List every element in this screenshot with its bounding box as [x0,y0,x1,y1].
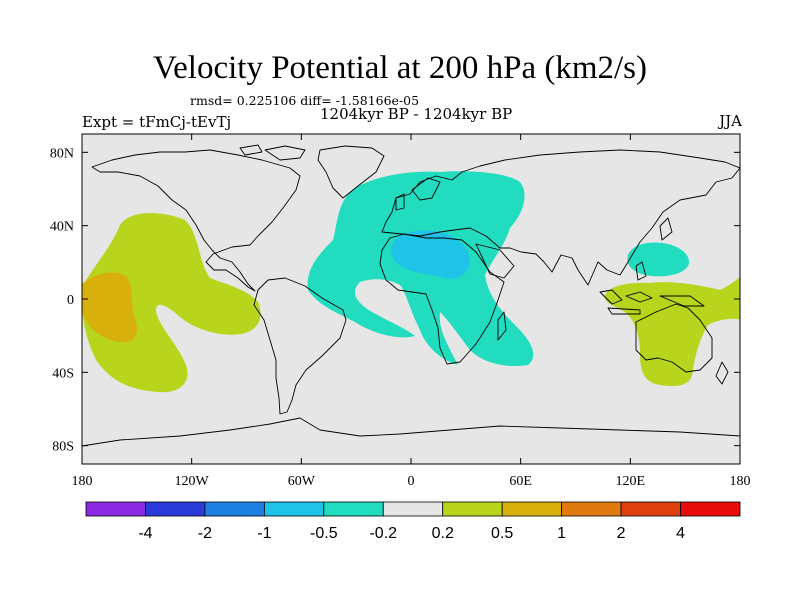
colorbar-swatch [323,501,384,517]
x-tick-label: 180 [730,474,751,489]
colorbar-swatch [501,501,563,517]
anomaly-field [82,171,740,393]
x-tick-label: 120E [616,474,646,489]
x-tick-label: 0 [408,474,415,489]
colorbar-label: 4 [676,525,685,542]
negative-anomaly-core-sahara [391,230,470,279]
season-label: JJA [719,112,742,130]
negative-anomaly-region-west-pacific [627,242,690,277]
coastline-philippines [635,261,647,281]
colorbar-swatch [442,501,503,517]
colorbar-swatch [204,501,265,517]
coastline-britain [395,193,405,211]
axis-ticks: 180 120W 60W 0 60E 120E 180 80N 40N 0 40S 80S [50,134,751,489]
stats-line: rmsd= 0.225106 diff= -1.58166e-05 [190,93,420,108]
colorbar-swatch [561,501,622,517]
coastline-greenland [317,145,385,199]
colorbar-swatch [620,501,681,517]
experiment-label: Expt = tFmCj-tEvTj [82,113,232,131]
colorbar-label: 1 [557,525,566,542]
coastline-north-america [91,149,301,292]
x-tick-label: 60E [509,474,532,489]
colorbar-label: 0.5 [491,525,513,542]
colorbar-label: -0.5 [310,525,338,542]
coastline-australia [635,303,713,373]
period-line: 1204kyr BP - 1204kyr BP [320,105,513,123]
x-tick-label: 180 [72,474,93,489]
colorbar-swatch [85,501,146,517]
coastline-south-america [253,277,347,415]
colorbar-label: -4 [138,525,152,542]
colorbar-swatch [145,501,206,517]
colorbar-label: -0.2 [369,525,397,542]
coastline-maritime-continent [599,289,705,315]
y-tick-label: 40N [50,220,74,235]
colorbar-label: -2 [198,525,212,542]
coastline-arabia [475,243,515,279]
colorbar-swatch [263,501,325,517]
colorbar-swatch [382,501,444,517]
coastline-japan [659,217,673,241]
coastline-africa [379,233,505,365]
y-tick-label: 0 [67,293,74,308]
y-tick-label: 80N [50,146,74,161]
coastline-eurasia [381,149,740,286]
colorbar-label: -1 [257,525,271,542]
x-tick-label: 60W [288,474,316,489]
positive-anomaly-core-east-pacific [82,272,138,343]
coastline-arctic-islands [239,144,306,161]
coastline-antarctica [82,417,740,447]
y-tick-label: 80S [52,440,74,455]
plot-title: Velocity Potential at 200 hPa (km2/s) [152,50,648,86]
positive-anomaly-region-maritime-continent [604,276,740,387]
y-tick-label: 40S [52,366,74,381]
positive-anomaly-region-east-pacific [82,213,261,393]
colorbar-label: 0.2 [432,525,454,542]
x-tick-label: 120W [175,474,210,489]
colorbar-label: 2 [617,525,626,542]
coastline-scandinavia [411,177,441,201]
coastline-new-zealand [715,361,729,385]
coastline-madagascar [497,311,507,341]
coastlines [82,144,740,447]
colorbar: -4 -2 -1 -0.5 -0.2 0.2 0.5 1 2 4 [85,501,741,542]
colorbar-swatch [680,501,741,517]
